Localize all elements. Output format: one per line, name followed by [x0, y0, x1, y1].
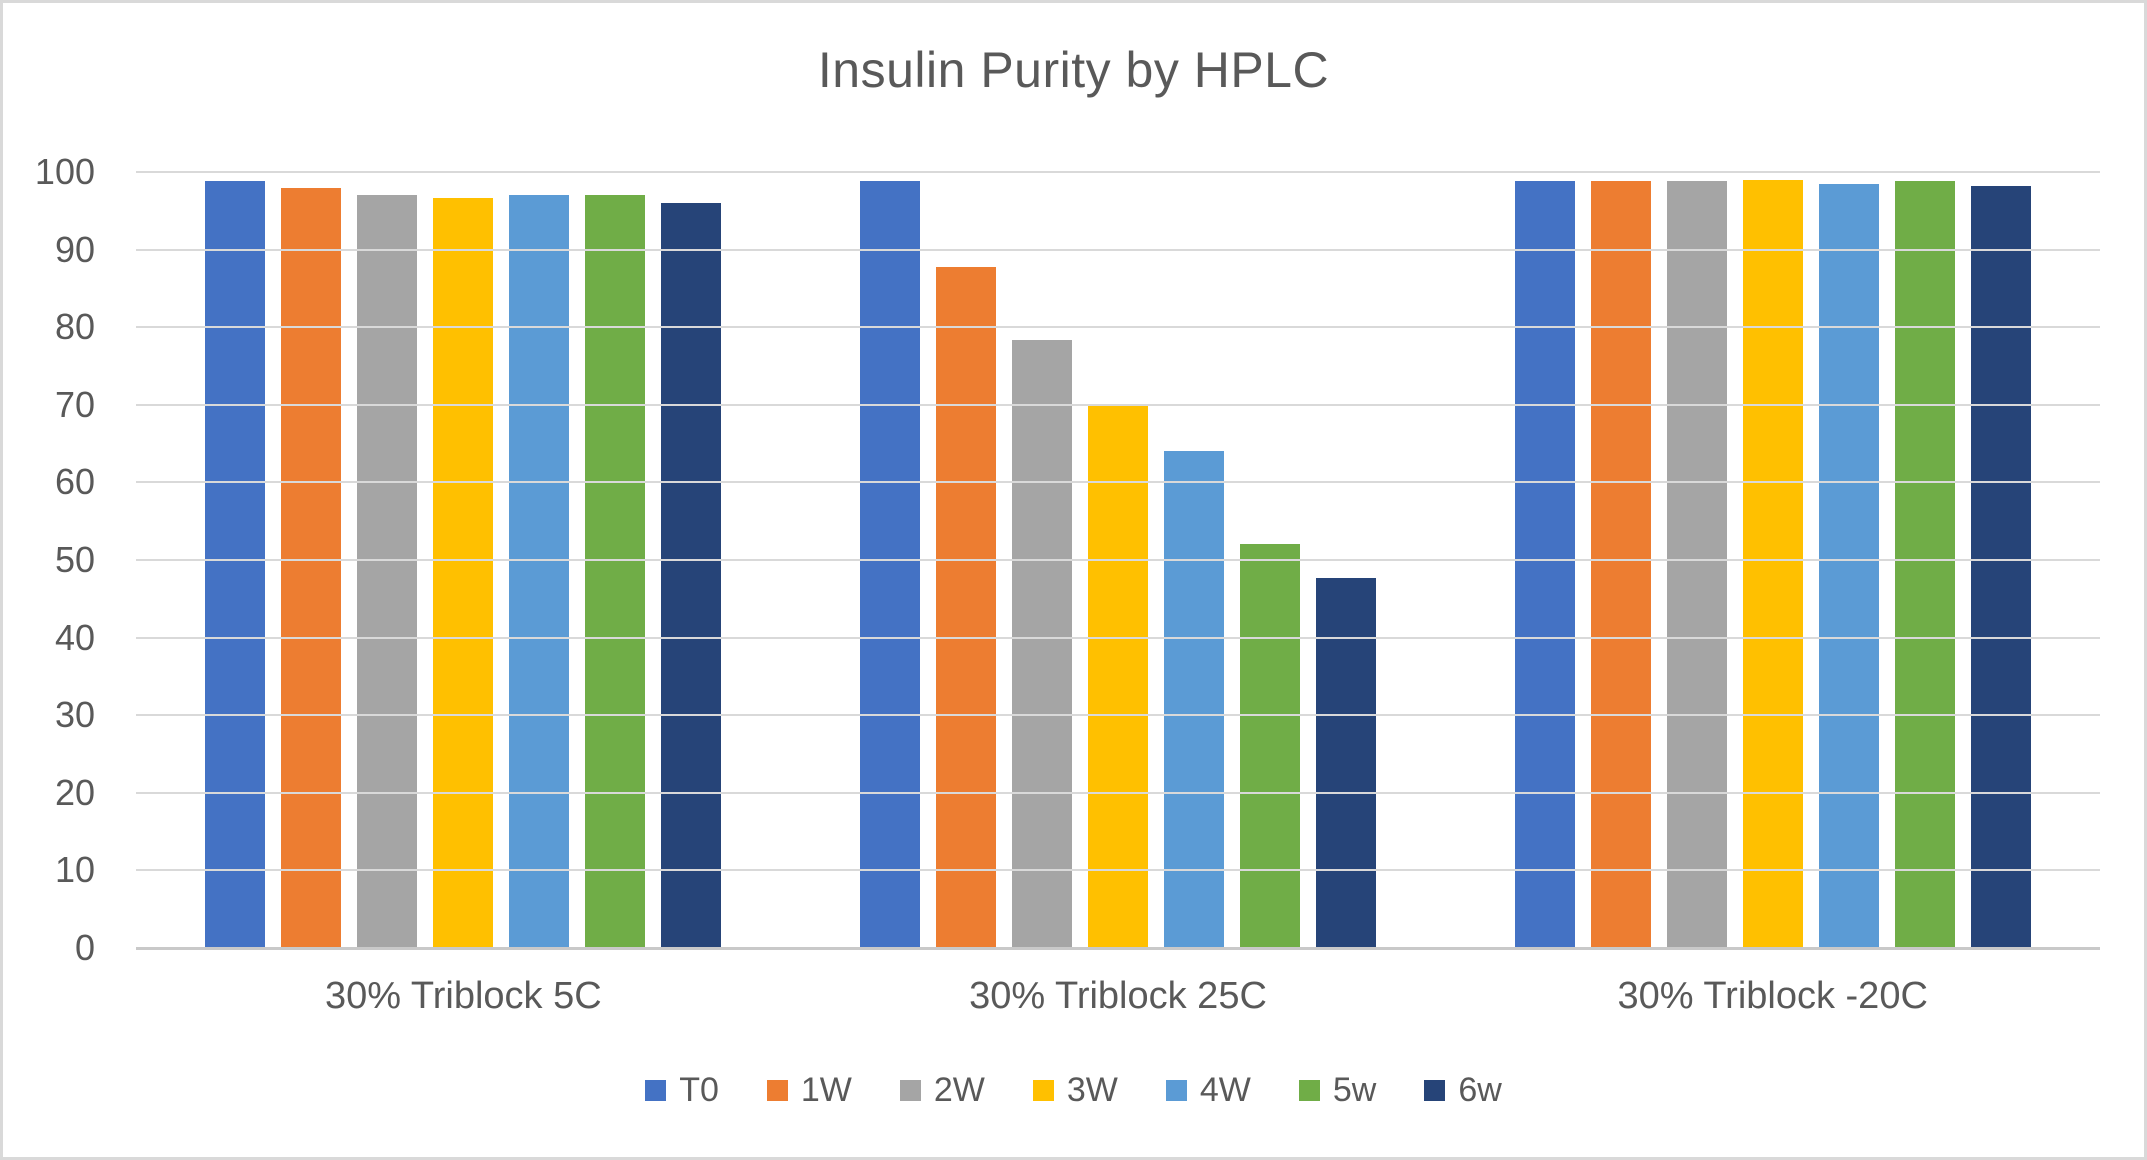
- gridline-20: [136, 791, 2100, 794]
- y-tick-label-90: 90: [54, 228, 95, 270]
- y-tick-label-0: 0: [74, 927, 95, 968]
- legend-swatch-1W: [766, 1080, 788, 1101]
- legend-label-T0: T0: [679, 1071, 719, 1109]
- bar-5w-category-2: [1894, 180, 1955, 948]
- legend-label-5w: 5w: [1332, 1071, 1377, 1109]
- legend-item-5w: 5w: [1298, 1071, 1377, 1110]
- y-tick-label-10: 10: [54, 849, 95, 891]
- bar-T0-category-0: [205, 180, 266, 948]
- legend-item-3W: 3W: [1032, 1071, 1118, 1110]
- x-axis-line: [136, 947, 2100, 950]
- bar-T0-category-1: [860, 180, 920, 948]
- gridline-80: [136, 326, 2100, 329]
- x-category-label-0: 30% Triblock 5C: [325, 975, 602, 1017]
- bar-4W-category-1: [1164, 451, 1224, 948]
- bar-6w-category-0: [661, 203, 722, 948]
- bar-1W-category-2: [1590, 180, 1651, 948]
- gridline-40: [136, 636, 2100, 639]
- legend-swatch-4W: [1165, 1080, 1187, 1101]
- gridline-10: [136, 869, 2100, 872]
- bar-2W-category-2: [1666, 180, 1727, 948]
- legend-item-T0: T0: [645, 1071, 719, 1110]
- bar-1W-category-0: [281, 187, 342, 948]
- legend-swatch-3W: [1032, 1080, 1054, 1101]
- chart-title: Insulin Purity by HPLC: [817, 42, 1330, 98]
- y-tick-label-20: 20: [54, 771, 95, 813]
- legend-swatch-6w: [1424, 1080, 1446, 1101]
- bar-4W-category-0: [509, 194, 570, 948]
- legend-item-1W: 1W: [766, 1071, 852, 1110]
- bar-5w-category-0: [585, 195, 646, 948]
- legend-label-6w: 6w: [1458, 1071, 1502, 1109]
- gridline-50: [136, 559, 2100, 561]
- legend: T0 1W 2W 3W 4W 5w 6w: [3, 1071, 2144, 1110]
- bar-groups: [136, 172, 2100, 948]
- y-tick-label-40: 40: [54, 616, 95, 658]
- bar-1W-category-1: [936, 266, 996, 948]
- bar-5w-category-1: [1240, 544, 1300, 948]
- legend-item-4W: 4W: [1165, 1071, 1251, 1110]
- bar-T0-category-2: [1514, 180, 1575, 948]
- bar-2W-category-0: [357, 194, 418, 948]
- y-tick-label-60: 60: [54, 461, 95, 503]
- y-tick-label-70: 70: [54, 383, 95, 425]
- y-tick-label-80: 80: [54, 306, 95, 348]
- x-category-label-1: 30% Triblock 25C: [969, 975, 1267, 1017]
- gridline-60: [136, 481, 2100, 484]
- y-tick-label-100: 100: [34, 151, 95, 192]
- legend-item-6w: 6w: [1424, 1071, 1502, 1110]
- bar-6w-category-1: [1316, 577, 1376, 948]
- plot-area: [136, 171, 2100, 950]
- legend-swatch-2W: [899, 1080, 921, 1101]
- x-category-label-2: 30% Triblock -20C: [1617, 975, 1928, 1017]
- legend-label-3W: 3W: [1066, 1071, 1118, 1109]
- legend-label-1W: 1W: [800, 1071, 852, 1109]
- y-tick-label-30: 30: [54, 694, 95, 736]
- gridline-70: [136, 403, 2100, 406]
- gridline-30: [136, 714, 2100, 717]
- bar-group-0: [136, 172, 791, 948]
- x-axis-labels: 30% Triblock 5C 30% Triblock 25C 30% Tribl…: [136, 975, 2100, 1018]
- gridline-100: [136, 171, 2100, 173]
- bar-group-1: [791, 172, 1446, 948]
- legend-label-4W: 4W: [1199, 1071, 1251, 1109]
- bar-2W-category-1: [1012, 339, 1072, 948]
- legend-item-2W: 2W: [899, 1071, 985, 1110]
- y-tick-label-50: 50: [54, 539, 95, 580]
- bar-3W-category-2: [1742, 179, 1803, 948]
- legend-label-2W: 2W: [933, 1071, 985, 1109]
- bar-group-2: [1445, 172, 2100, 948]
- gridline-90: [136, 248, 2100, 251]
- bar-4W-category-2: [1818, 183, 1879, 948]
- bar-3W-category-0: [433, 197, 494, 948]
- bar-3W-category-1: [1088, 404, 1148, 948]
- bar-6w-category-2: [1970, 185, 2031, 948]
- legend-swatch-5w: [1298, 1080, 1320, 1101]
- legend-swatch-T0: [645, 1080, 667, 1101]
